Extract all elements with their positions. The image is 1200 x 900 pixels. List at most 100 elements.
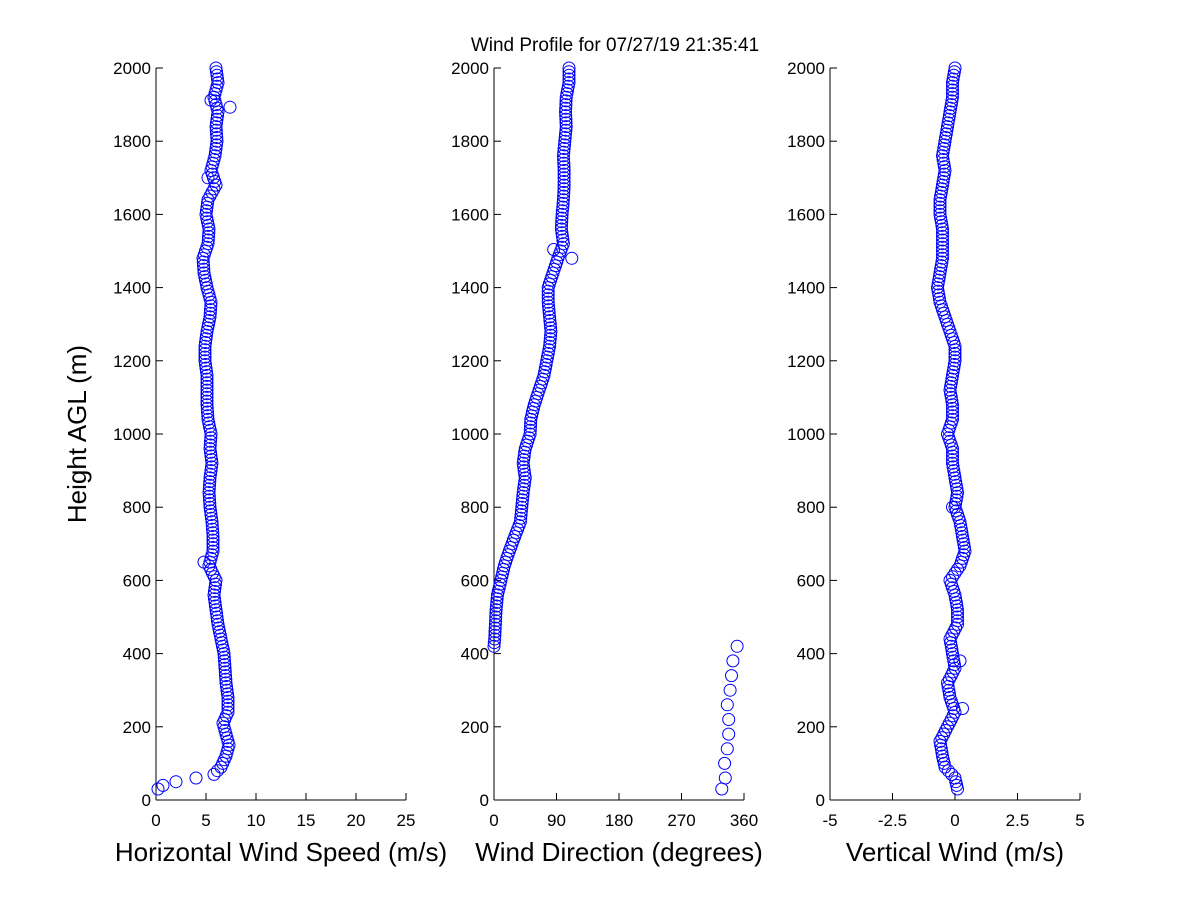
data-point-marker (544, 328, 558, 342)
data-point-marker (556, 149, 570, 163)
data-point-marker (936, 248, 949, 262)
data-point-marker (189, 771, 203, 785)
data-point-marker (557, 167, 571, 181)
data-point-marker (935, 182, 949, 196)
data-point-marker (200, 401, 214, 415)
data-point-marker (557, 156, 571, 170)
x-tick-label: 25 (397, 811, 416, 830)
data-point-marker (204, 508, 218, 521)
y-tick-label: 400 (461, 645, 489, 664)
data-point-marker (515, 500, 529, 514)
data-point-marker (541, 288, 555, 302)
data-point-marker (204, 434, 217, 448)
data-point-marker (722, 727, 736, 741)
x-tick-label: 0 (950, 811, 959, 830)
data-point-marker (517, 449, 531, 463)
data-point-marker (951, 562, 964, 576)
y-tick-label: 1400 (451, 279, 489, 298)
data-point-marker (199, 332, 213, 346)
data-point-marker (204, 445, 217, 459)
data-point-marker (945, 394, 959, 408)
data-point-marker (555, 204, 569, 218)
y-tick-label: 1000 (113, 425, 151, 444)
data-point-marker (206, 530, 220, 543)
data-point-marker (936, 749, 949, 763)
data-point-marker (946, 83, 959, 97)
y-tick-label: 1600 (787, 205, 825, 224)
data-point-marker (938, 310, 952, 324)
data-point-marker (559, 109, 573, 123)
data-point-marker (204, 467, 217, 481)
horizontal-wind-speed-panel: 0 200 400 600 800 1000 1200 1400 1600 1800 2000 0 5 1… (62, 59, 447, 867)
data-point-marker (946, 405, 959, 419)
data-point-marker (489, 603, 503, 617)
data-point-marker (488, 632, 502, 646)
data-point-marker (206, 522, 219, 536)
data-point-marker (951, 614, 964, 628)
data-point-marker (720, 698, 734, 712)
data-point-marker (946, 647, 959, 661)
data-point-marker (557, 189, 571, 203)
data-point-marker (205, 511, 218, 525)
data-point-marker (948, 354, 962, 368)
data-point-marker (489, 606, 503, 620)
data-point-marker (514, 504, 528, 518)
data-point-marker (559, 127, 572, 141)
data-point-marker (544, 321, 558, 335)
data-point-marker (559, 112, 573, 126)
data-point-marker (221, 705, 235, 719)
data-point-marker (513, 515, 527, 529)
data-point-marker (948, 61, 962, 75)
data-point-marker (946, 453, 959, 467)
data-point-marker (557, 182, 571, 196)
data-point-marker (200, 398, 214, 412)
data-point-marker (219, 669, 232, 683)
x-tick-label: 10 (247, 811, 266, 830)
data-point-marker (210, 138, 223, 152)
data-point-marker (946, 79, 959, 93)
data-point-marker (946, 456, 959, 470)
data-point-marker (203, 475, 217, 489)
data-point-marker (950, 482, 964, 496)
data-point-marker (208, 584, 221, 598)
data-point-marker (517, 478, 531, 492)
data-point-marker (209, 120, 223, 134)
data-point-marker (946, 500, 959, 514)
data-point-marker (557, 142, 571, 155)
data-point-marker (936, 226, 949, 240)
data-point-marker (210, 68, 224, 82)
data-point-marker (936, 244, 949, 258)
x-tick-label: -5 (822, 811, 837, 830)
data-point-marker (489, 614, 503, 628)
y-tick-label: 600 (123, 571, 151, 590)
data-point-marker (200, 204, 213, 218)
data-point-marker (210, 127, 223, 141)
y-tick-label: 200 (123, 718, 151, 737)
data-point-marker (559, 120, 573, 134)
data-point-marker (565, 251, 579, 265)
data-point-marker (211, 109, 224, 123)
y-tick-label: 800 (797, 498, 825, 517)
data-point-marker (518, 467, 532, 481)
data-point-marker (715, 782, 729, 796)
data-point-marker (514, 511, 528, 525)
data-point-marker (516, 486, 530, 500)
data-point-marker (936, 251, 949, 265)
data-point-marker (203, 497, 217, 510)
data-point-marker (206, 541, 220, 554)
data-point-marker (200, 368, 214, 382)
data-point-marker (556, 200, 570, 214)
data-point-marker (203, 500, 217, 514)
data-point-marker (946, 401, 959, 415)
y-tick-label: 800 (123, 498, 151, 517)
data-point-marker (946, 650, 960, 664)
data-point-marker (937, 138, 951, 152)
data-point-marker (221, 702, 235, 715)
data-point-marker (933, 196, 947, 210)
data-point-marker (547, 243, 561, 256)
data-point-marker (542, 299, 555, 313)
data-point-marker (524, 416, 538, 430)
data-point-marker (204, 299, 218, 313)
data-point-marker (203, 471, 217, 485)
data-point-marker (932, 292, 946, 306)
